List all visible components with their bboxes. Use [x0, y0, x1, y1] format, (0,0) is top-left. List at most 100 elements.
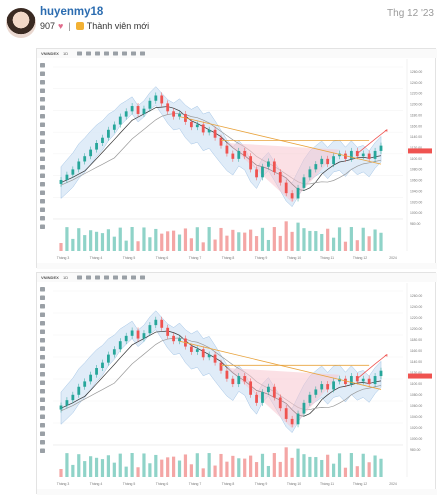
volume-bar — [308, 456, 312, 477]
candle-body — [160, 95, 164, 104]
candle-body — [160, 319, 164, 328]
chart-toolbar — [37, 273, 437, 282]
volume-bar — [148, 237, 152, 251]
drawing-tool-icon — [40, 389, 45, 394]
candle-body — [302, 402, 306, 414]
price-tick-label: 1120.00 — [410, 371, 422, 375]
projection-arrow — [357, 129, 388, 154]
volume-bar — [361, 453, 365, 477]
candle-body — [219, 137, 223, 146]
drawing-tool-icon — [40, 423, 45, 428]
toolbar-icon — [104, 275, 109, 280]
candle-body — [237, 376, 241, 385]
candle-body — [130, 106, 134, 112]
volume-bar — [160, 459, 164, 477]
candle-body — [308, 394, 312, 403]
volume-bar — [254, 462, 259, 477]
candle-body — [142, 333, 146, 339]
moving-average-line — [60, 113, 382, 186]
candle-body — [172, 111, 175, 117]
chart-screenshot-2[interactable]: VNINDEX 1D 1260.00 1240.00 1220.00 1200.00 118… — [36, 272, 437, 495]
candle-body — [249, 156, 253, 170]
candle-body — [314, 389, 318, 395]
time-tick-label: Tháng 8 — [222, 482, 235, 486]
candle-body — [243, 150, 247, 157]
volume-bar — [124, 240, 128, 251]
candle-body — [201, 349, 205, 358]
candle-body — [290, 193, 294, 199]
volume-bar — [379, 232, 383, 251]
candle-body — [267, 386, 270, 393]
candle-body — [154, 95, 158, 101]
username-link[interactable]: huyenmy18 — [40, 6, 104, 18]
volume-bar — [290, 457, 294, 477]
candle-body — [101, 137, 104, 143]
time-tick-label: Tháng 10 — [287, 256, 301, 260]
drawing-tool-icon — [40, 88, 45, 93]
volume-bar — [219, 227, 223, 251]
candle-body — [107, 129, 110, 138]
price-tick-label: 1260.00 — [410, 70, 422, 74]
chart-symbol: VNINDEX — [41, 51, 59, 56]
candle-body — [213, 129, 217, 138]
time-tick-label: Tháng 3 — [57, 482, 70, 486]
toolbar-icon — [140, 51, 145, 56]
volume-bar — [249, 455, 253, 477]
volume-bar — [65, 453, 69, 477]
volume-bar — [302, 454, 306, 477]
volume-bar — [83, 461, 87, 477]
volume-bar — [59, 469, 63, 477]
candle-body — [59, 179, 63, 184]
chart-interval: 1D — [63, 51, 68, 56]
volume-bar — [171, 456, 176, 477]
chart-screenshot-1[interactable]: VNINDEX 1D 1260.00 1240.00 1220.00 1200.00 118… — [36, 48, 437, 269]
member-badge-icon — [75, 22, 84, 30]
volume-bar — [237, 458, 241, 477]
candle-body — [207, 129, 211, 133]
drawing-tool-icon — [40, 207, 45, 212]
volume-bar — [367, 236, 371, 251]
toolbar-icon — [86, 275, 91, 280]
avatar[interactable] — [6, 8, 36, 38]
volume-bar — [89, 456, 93, 477]
candle-body — [124, 335, 128, 342]
drawing-tool-icon — [40, 431, 45, 436]
candle-body — [361, 153, 365, 157]
candle-body — [77, 386, 81, 395]
candle-body — [320, 158, 324, 165]
candle-body — [344, 153, 347, 159]
candle-body — [249, 381, 253, 395]
price-tick-label: 1220.00 — [410, 316, 422, 320]
candle-body — [83, 156, 87, 162]
drawing-tool-icon — [40, 355, 45, 360]
price-tick-label: 1200.00 — [410, 327, 422, 331]
volume-bar — [225, 235, 229, 251]
candle-body — [296, 413, 300, 425]
descending-trendline — [179, 340, 382, 390]
volume-bar — [77, 454, 81, 477]
volume-bar — [166, 231, 170, 251]
volume-bar — [201, 242, 205, 251]
candle-body — [261, 392, 264, 403]
volume-bar — [290, 231, 294, 251]
toolbar-icon — [104, 51, 109, 56]
candle-body — [89, 149, 93, 157]
volume-bar — [355, 466, 359, 477]
volume-bar — [142, 227, 146, 251]
time-tick-label: Tháng 6 — [156, 256, 169, 260]
drawing-tool-icon — [40, 321, 45, 326]
candle-body — [112, 124, 116, 130]
candle-body — [148, 100, 152, 109]
time-tick-label: Tháng 9 — [255, 482, 268, 486]
volume-bar — [320, 459, 324, 477]
time-tick-label: Tháng 10 — [287, 482, 301, 486]
heart-icon: ♥ — [58, 21, 64, 31]
chart-interval: 1D — [63, 275, 68, 280]
toolbar-icon — [131, 275, 136, 280]
volume-bar — [296, 222, 300, 251]
drawing-tool-icon — [40, 97, 45, 102]
price-tick-label: 1060.00 — [410, 179, 422, 183]
candle-body — [272, 386, 276, 398]
post-date[interactable]: Thg 12 '23 — [387, 8, 434, 19]
volume-bar — [154, 228, 158, 251]
